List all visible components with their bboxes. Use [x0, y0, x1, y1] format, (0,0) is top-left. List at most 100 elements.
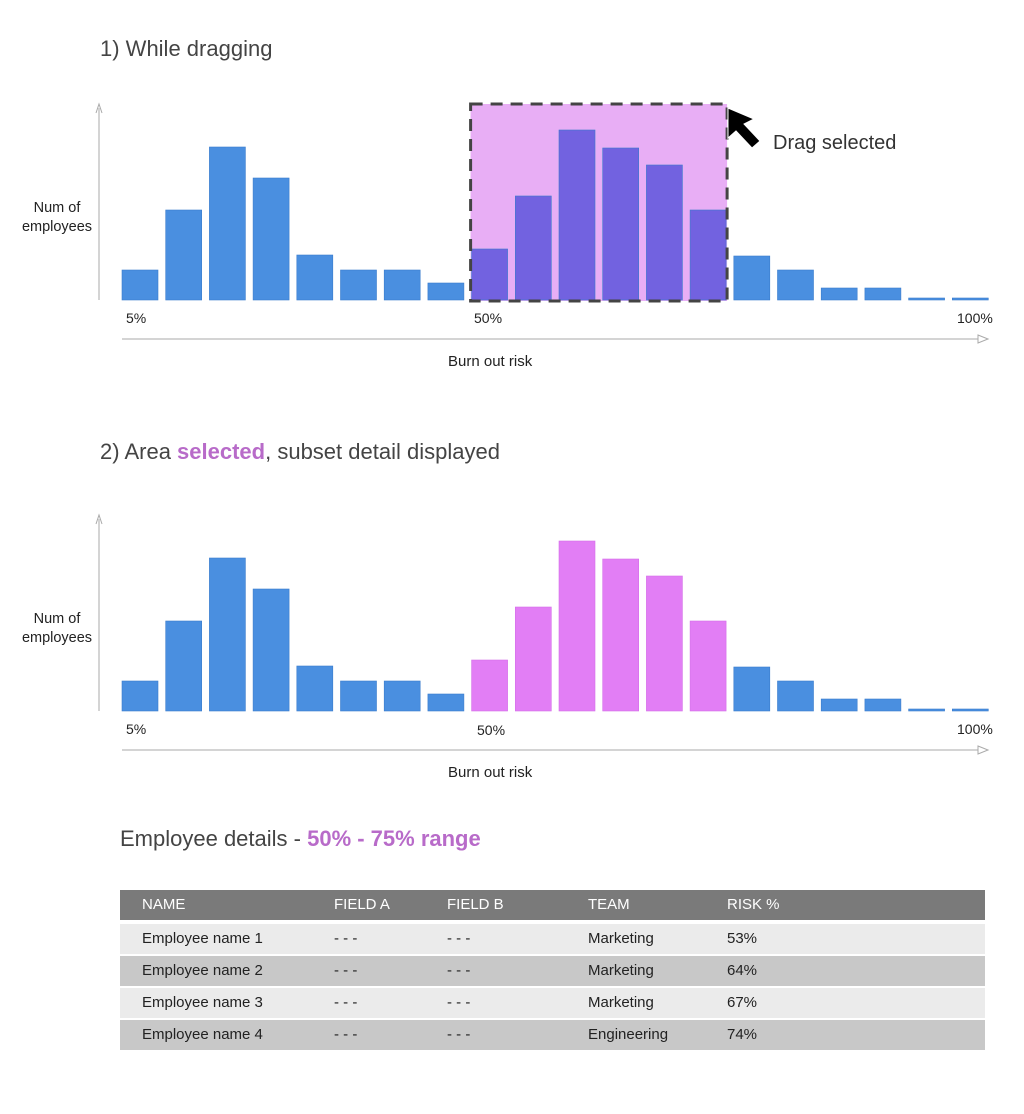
employee-table: NAME FIELD A FIELD B TEAM RISK % Employe… [120, 890, 985, 1052]
details-title: Employee details - 50% - 75% range [120, 826, 481, 852]
section2-title: 2) Area selected, subset detail displaye… [100, 439, 500, 465]
bar-selected[interactable] [471, 248, 508, 301]
y-axis-label-line1: Num of [33, 611, 81, 627]
y-axis-label-line2: employees [21, 630, 93, 646]
bar-selected[interactable] [471, 659, 508, 712]
cell-name: Employee name 4 [142, 1026, 263, 1043]
cell-name: Employee name 2 [142, 962, 263, 979]
bar[interactable] [820, 698, 858, 712]
bar-selected[interactable] [514, 606, 552, 712]
tick-5: 5% [126, 721, 147, 737]
table-row[interactable]: Employee name 1 - - - - - - Marketing 53% [120, 924, 985, 954]
x-axis-arrow-icon [977, 334, 990, 344]
cell-field-b: - - - [447, 962, 471, 979]
tick-5: 5% [126, 310, 147, 326]
table-header: NAME FIELD A FIELD B TEAM RISK % [120, 890, 985, 920]
bar-selected[interactable] [602, 147, 640, 301]
cell-field-a: - - - [334, 930, 358, 947]
bar-selected[interactable] [646, 164, 683, 301]
table-row[interactable]: Employee name 4 - - - - - - Engineering 74% [120, 1020, 985, 1050]
bar[interactable] [383, 269, 421, 301]
header-field-a[interactable]: FIELD A [334, 896, 390, 913]
bar-selected[interactable] [514, 195, 552, 301]
bar-selected[interactable] [646, 575, 683, 712]
bar[interactable] [121, 680, 159, 712]
bar-selected[interactable] [689, 620, 727, 712]
details-title-range: 50% - 75% range [307, 826, 481, 851]
cell-team: Marketing [588, 930, 654, 947]
bar[interactable] [951, 297, 989, 301]
x-axis-label: Burn out risk [448, 353, 533, 370]
cell-field-a: - - - [334, 1026, 358, 1043]
bar[interactable] [777, 680, 814, 712]
bar[interactable] [340, 680, 377, 712]
table-row[interactable]: Employee name 3 - - - - - - Marketing 67% [120, 988, 985, 1018]
y-axis-label-line1: Num of [33, 200, 81, 216]
bar[interactable] [121, 269, 159, 301]
histogram-dragging[interactable] [0, 90, 1024, 390]
bar[interactable] [252, 588, 290, 712]
cell-risk: 64% [727, 962, 758, 979]
y-axis-label-2: Num of employees [7, 610, 107, 648]
section2-title-highlight: selected [177, 439, 266, 464]
bar[interactable] [165, 620, 202, 712]
cell-team: Marketing [588, 962, 654, 979]
bar[interactable] [820, 287, 858, 301]
bar[interactable] [209, 146, 246, 301]
header-name[interactable]: NAME [142, 896, 186, 913]
table-row[interactable]: Employee name 2 - - - - - - Marketing 64% [120, 956, 985, 986]
bar[interactable] [427, 693, 465, 712]
tick-50: 50% [474, 310, 503, 326]
drag-annotation: Drag selected [773, 132, 897, 154]
cell-field-a: - - - [334, 994, 358, 1011]
bar[interactable] [296, 254, 334, 301]
bar-selected[interactable] [689, 209, 727, 301]
bar-selected[interactable] [602, 558, 640, 712]
cell-field-b: - - - [447, 994, 471, 1011]
bar[interactable] [296, 665, 334, 712]
bar[interactable] [340, 269, 377, 301]
cell-risk: 67% [727, 994, 758, 1011]
bar[interactable] [383, 680, 421, 712]
y-axis-label-line2: employees [21, 219, 93, 235]
bar[interactable] [427, 282, 465, 301]
bar[interactable] [864, 287, 902, 301]
bar[interactable] [209, 557, 246, 712]
header-team[interactable]: TEAM [588, 896, 630, 913]
cell-field-b: - - - [447, 1026, 471, 1043]
cell-risk: 53% [727, 930, 758, 947]
tick-100: 100% [957, 721, 993, 737]
bar[interactable] [777, 269, 814, 301]
bar[interactable] [165, 209, 202, 301]
section2-title-suffix: , subset detail displayed [265, 439, 500, 464]
bar-selected[interactable] [558, 540, 596, 712]
cell-field-b: - - - [447, 930, 471, 947]
bar[interactable] [733, 666, 771, 712]
cell-field-a: - - - [334, 962, 358, 979]
x-axis-label: Burn out risk [448, 764, 533, 781]
bar[interactable] [733, 255, 771, 301]
cell-team: Engineering [588, 1026, 669, 1043]
bar[interactable] [864, 698, 902, 712]
tick-100: 100% [957, 310, 993, 326]
bar[interactable] [908, 297, 945, 301]
histogram-selected[interactable] [0, 501, 1024, 801]
cell-team: Marketing [588, 994, 654, 1011]
bar[interactable] [908, 708, 945, 712]
cell-risk: 74% [727, 1026, 758, 1043]
cursor-arrow-icon [727, 107, 761, 149]
drag-selection-border [469, 102, 729, 303]
header-risk[interactable]: RISK % [727, 896, 780, 913]
bar-selected[interactable] [558, 129, 596, 301]
drag-selection-area[interactable] [470, 104, 728, 301]
y-axis-arrow-icon [95, 102, 103, 114]
y-axis-arrow-icon [95, 513, 103, 525]
cell-name: Employee name 1 [142, 930, 263, 947]
bar[interactable] [951, 708, 989, 712]
x-axis-arrow-icon [977, 745, 990, 755]
section2-title-prefix: 2) Area [100, 439, 178, 464]
header-field-b[interactable]: FIELD B [447, 896, 504, 913]
bar[interactable] [252, 177, 290, 301]
details-title-prefix: Employee details - [120, 826, 308, 851]
